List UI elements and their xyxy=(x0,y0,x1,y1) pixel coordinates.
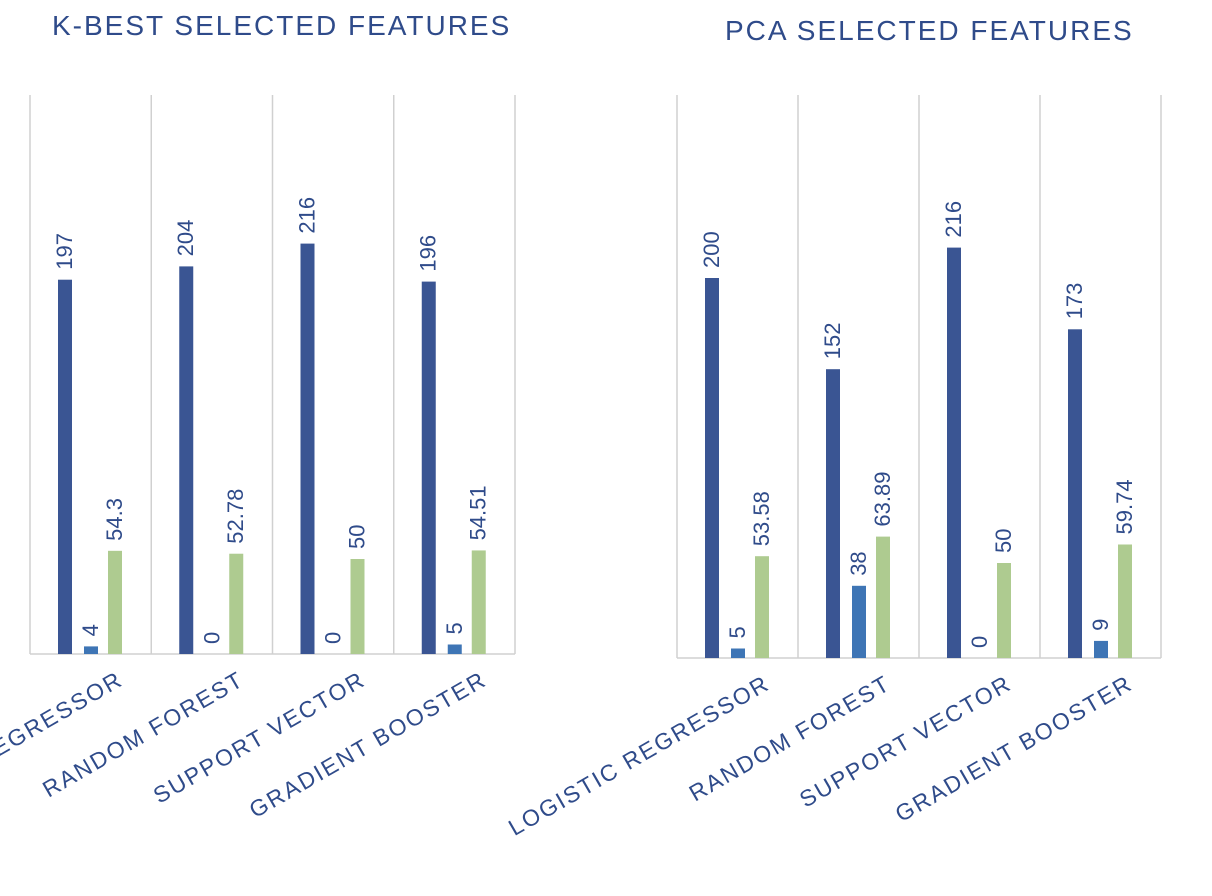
pca-bar-series2-2 xyxy=(852,585,866,658)
kbest-data-label: 54.3 xyxy=(102,498,127,541)
kbest-bar-series3-3 xyxy=(350,559,365,654)
kbest-bar-series3-4 xyxy=(471,550,486,654)
pca-data-label: 38 xyxy=(846,551,871,575)
kbest-data-label: 0 xyxy=(199,632,224,644)
pca-bar-series3-3 xyxy=(997,563,1011,658)
kbest-data-label: 197 xyxy=(52,233,77,270)
pca-bar-series2-1 xyxy=(731,648,745,658)
pca-data-label: 53.58 xyxy=(749,491,774,546)
pca-data-label: 63.89 xyxy=(870,472,895,527)
pca-bar-series3-2 xyxy=(876,536,890,658)
pca-data-label: 59.74 xyxy=(1112,479,1137,534)
kbest-data-label: 4 xyxy=(78,624,103,636)
kbest-data-label: 0 xyxy=(321,632,346,644)
kbest-bar-series3-1 xyxy=(108,550,122,654)
kbest-data-label: 204 xyxy=(173,220,198,257)
kbest-bar-series1-2 xyxy=(179,266,194,654)
pca-data-label: 9 xyxy=(1088,619,1113,631)
pca-bar-series2-4 xyxy=(1094,640,1108,658)
pca-bar-series1-3 xyxy=(947,247,961,658)
pca-data-label: 200 xyxy=(699,231,724,268)
kbest-data-label: 54.51 xyxy=(466,485,491,540)
kbest-bar-series3-2 xyxy=(229,553,244,654)
kbest-bar-series1-3 xyxy=(300,243,315,654)
chart-title-pca: PCA SELECTED FEATURES xyxy=(725,15,1134,46)
pca-data-label: 152 xyxy=(820,322,845,359)
kbest-bar-series2-4 xyxy=(447,644,462,654)
kbest-bar-series1-4 xyxy=(421,281,436,654)
kbest-data-label: 52.78 xyxy=(223,489,248,544)
pca-bar-series1-1 xyxy=(705,278,719,658)
kbest-data-label: 196 xyxy=(416,235,441,272)
pca-bar-series3-4 xyxy=(1118,544,1132,658)
pca-data-label: 5 xyxy=(725,626,750,638)
kbest-data-label: 5 xyxy=(442,622,467,634)
pca-data-label: 216 xyxy=(941,201,966,238)
pca-bar-series1-4 xyxy=(1068,329,1082,658)
kbest-bar-series1-1 xyxy=(58,279,72,654)
kbest-bar-series2-1 xyxy=(84,646,98,654)
pca-bar-series1-2 xyxy=(826,369,840,658)
pca-data-label: 50 xyxy=(991,529,1016,553)
pca-data-label: 173 xyxy=(1062,283,1087,320)
pca-bar-series3-1 xyxy=(755,556,769,658)
chart-title-kbest: K-BEST SELECTED FEATURES xyxy=(52,10,512,41)
pca-data-label: 0 xyxy=(967,636,992,648)
kbest-data-label: 50 xyxy=(345,525,370,549)
pca-category-label: RANDOM FOREST xyxy=(685,670,895,806)
kbest-data-label: 216 xyxy=(295,197,320,234)
pca-category-label: SUPPORT VECTOR xyxy=(795,670,1016,813)
